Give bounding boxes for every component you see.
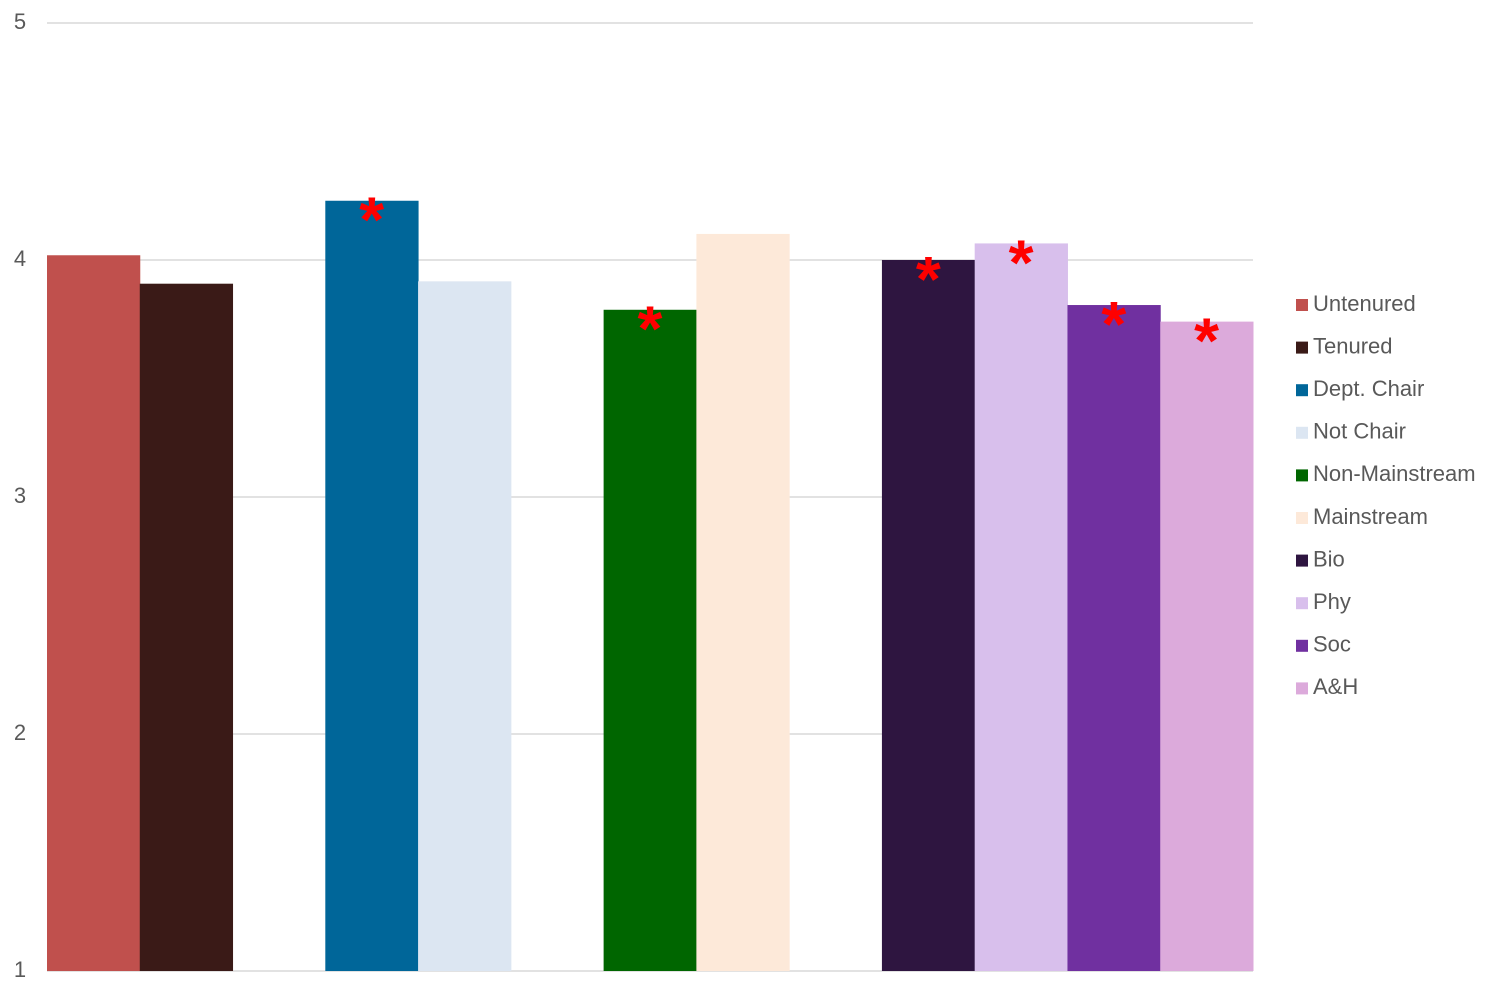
legend-swatch — [1296, 597, 1308, 610]
significance-marker: * — [1009, 226, 1034, 298]
y-tick-label: 4 — [14, 246, 26, 271]
significance-marker: * — [1101, 288, 1126, 360]
legend-label: A&H — [1313, 674, 1358, 699]
bar — [696, 233, 790, 971]
bar — [47, 255, 141, 971]
legend-swatch — [1296, 426, 1308, 439]
legend-label: Phy — [1313, 589, 1351, 614]
legend-swatch — [1296, 682, 1308, 695]
bar — [974, 243, 1068, 971]
legend-label: Untenured — [1313, 291, 1416, 316]
legend-label: Mainstream — [1313, 504, 1428, 529]
significance-marker: * — [359, 184, 384, 256]
bar — [418, 281, 512, 972]
legend-swatch — [1296, 512, 1308, 524]
legend-swatch — [1296, 341, 1308, 354]
legend-label: Non-Mainstream — [1313, 461, 1476, 486]
legend-swatch — [1296, 554, 1308, 567]
bar — [1067, 305, 1161, 971]
bar — [881, 260, 976, 971]
bar — [325, 200, 419, 971]
legend-label: Tenured — [1313, 333, 1393, 358]
y-tick-label: 5 — [14, 9, 26, 34]
legend-swatch — [1296, 384, 1308, 397]
significance-marker: * — [916, 243, 941, 315]
legend-label: Dept. Chair — [1313, 376, 1424, 401]
y-tick-label: 2 — [14, 720, 26, 745]
legend-swatch — [1296, 299, 1308, 311]
legend-label: Not Chair — [1313, 419, 1406, 444]
legend-swatch — [1296, 639, 1308, 652]
y-tick-label: 3 — [14, 483, 26, 508]
legend-label: Soc — [1313, 632, 1351, 657]
significance-marker: * — [1194, 305, 1219, 377]
legend-label: Bio — [1313, 546, 1345, 571]
bar — [603, 309, 697, 971]
legend-swatch — [1296, 469, 1308, 482]
y-tick-label: 1 — [14, 957, 26, 981]
bar — [1160, 321, 1254, 971]
significance-marker: * — [638, 293, 663, 365]
bar — [139, 283, 234, 971]
